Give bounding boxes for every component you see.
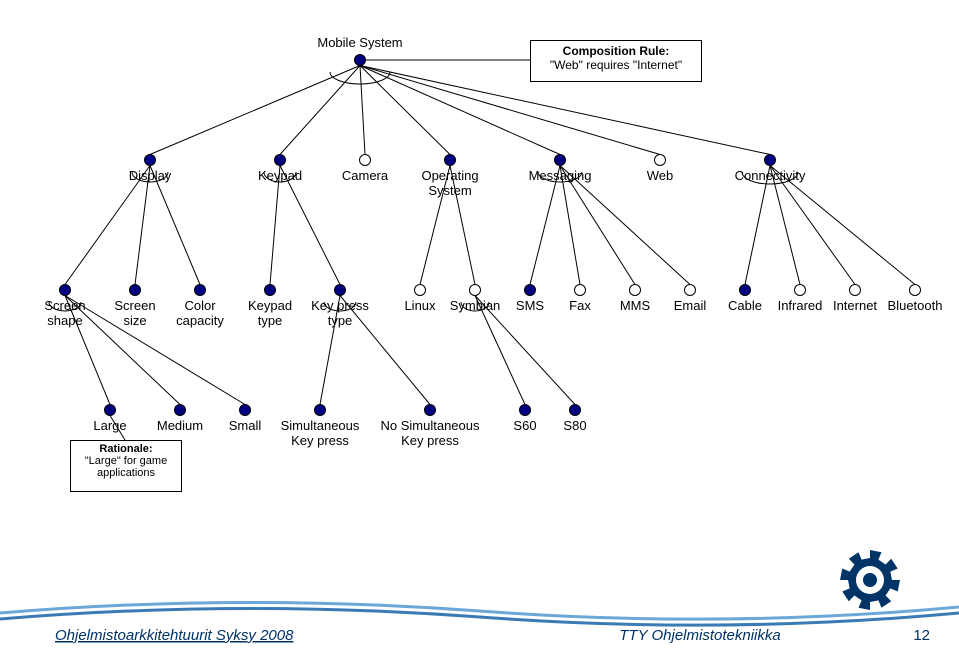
root-label: Mobile System [280, 36, 440, 51]
footer-left: Ohjelmistoarkkitehtuurit Syksy 2008 [55, 627, 294, 644]
footer-right: TTY Ohjelmistotekniikka [619, 627, 780, 644]
node-label: Display [80, 169, 220, 184]
rationale-title: Rationale: [71, 443, 181, 455]
node-label: Bluetooth [845, 299, 959, 314]
node-label: Connectivity [700, 169, 840, 184]
page-number: 12 [913, 627, 930, 644]
node-label: S80 [505, 419, 645, 434]
rule-text: "Web" requires "Internet" [531, 58, 701, 72]
rationale-box: Rationale:"Large" for gameapplications [70, 440, 182, 492]
rule-title: Composition Rule: [531, 44, 701, 58]
diagram-svg: Ohjelmistoarkkitehtuurit Syksy 2008 TTY O… [0, 0, 959, 663]
rationale-text: "Large" for gameapplications [71, 455, 181, 479]
composition-rule-box: Composition Rule:"Web" requires "Interne… [530, 40, 702, 82]
